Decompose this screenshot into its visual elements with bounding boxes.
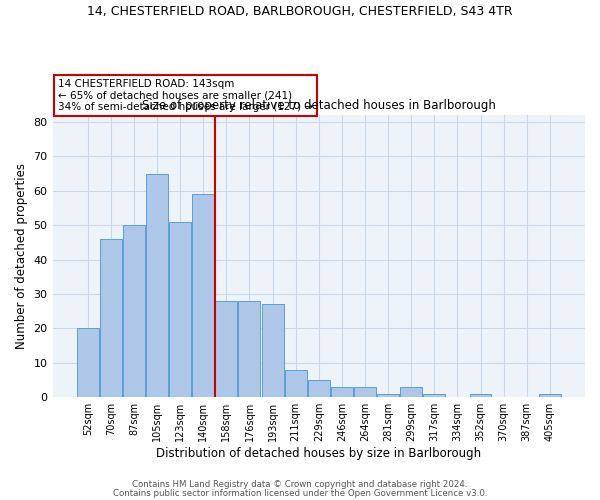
Bar <box>146 174 168 397</box>
Bar <box>100 239 122 397</box>
Bar <box>331 387 353 397</box>
Bar <box>169 222 191 397</box>
Bar <box>284 370 307 397</box>
X-axis label: Distribution of detached houses by size in Barlborough: Distribution of detached houses by size … <box>156 447 481 460</box>
Bar <box>123 225 145 397</box>
Y-axis label: Number of detached properties: Number of detached properties <box>15 163 28 349</box>
Bar <box>308 380 330 397</box>
Text: 14, CHESTERFIELD ROAD, BARLBOROUGH, CHESTERFIELD, S43 4TR: 14, CHESTERFIELD ROAD, BARLBOROUGH, CHES… <box>87 5 513 18</box>
Bar <box>238 301 260 397</box>
Bar <box>400 387 422 397</box>
Bar <box>377 394 399 397</box>
Text: Contains public sector information licensed under the Open Government Licence v3: Contains public sector information licen… <box>113 489 487 498</box>
Text: Contains HM Land Registry data © Crown copyright and database right 2024.: Contains HM Land Registry data © Crown c… <box>132 480 468 489</box>
Bar <box>424 394 445 397</box>
Bar <box>539 394 561 397</box>
Title: Size of property relative to detached houses in Barlborough: Size of property relative to detached ho… <box>142 100 496 112</box>
Text: 14 CHESTERFIELD ROAD: 143sqm
← 65% of detached houses are smaller (241)
34% of s: 14 CHESTERFIELD ROAD: 143sqm ← 65% of de… <box>58 79 313 112</box>
Bar <box>215 301 238 397</box>
Bar <box>262 304 284 397</box>
Bar <box>470 394 491 397</box>
Bar <box>192 194 214 397</box>
Bar <box>77 328 98 397</box>
Bar <box>354 387 376 397</box>
